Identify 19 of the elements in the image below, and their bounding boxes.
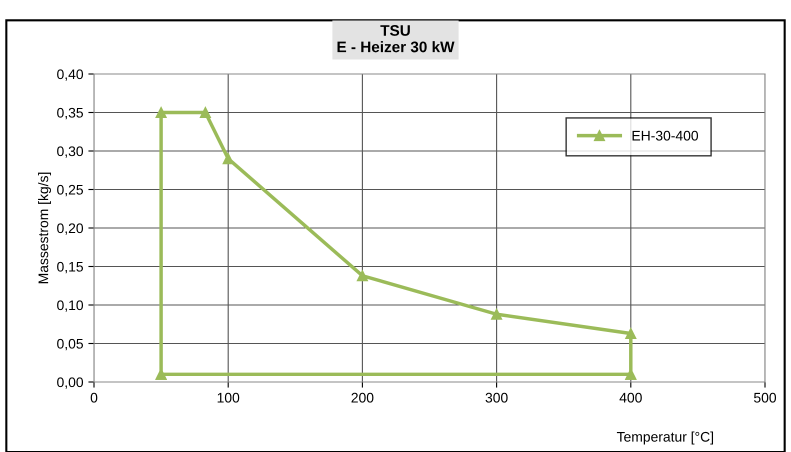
y-tick-label: 0,30 <box>57 146 84 158</box>
x-axis-title: Temperatur [°C] <box>616 432 714 444</box>
x-tick-label: 200 <box>352 392 374 403</box>
y-tick-label: 0,20 <box>57 223 84 235</box>
y-tick-label: 0,40 <box>57 69 84 81</box>
chart-title: TSU E - Heizer 30 kW <box>338 25 454 52</box>
x-tick-label: 400 <box>620 392 642 403</box>
x-tick-label: 0 <box>90 392 98 403</box>
y-axis-title: Massestrom [kg/s] <box>38 172 51 284</box>
x-tick-label: 100 <box>218 392 240 403</box>
legend-label: EH-30-400 <box>632 130 698 141</box>
y-tick-label: 0,05 <box>57 338 84 350</box>
y-tick-label: 0,10 <box>57 300 84 312</box>
x-tick-label: 300 <box>486 392 508 403</box>
y-tick-label: 0,15 <box>57 262 84 274</box>
y-tick-label: 0,25 <box>57 184 84 196</box>
y-tick-label: 0,00 <box>57 377 84 389</box>
y-tick-label: 0,35 <box>57 108 84 120</box>
x-tick-label: 500 <box>754 392 776 403</box>
